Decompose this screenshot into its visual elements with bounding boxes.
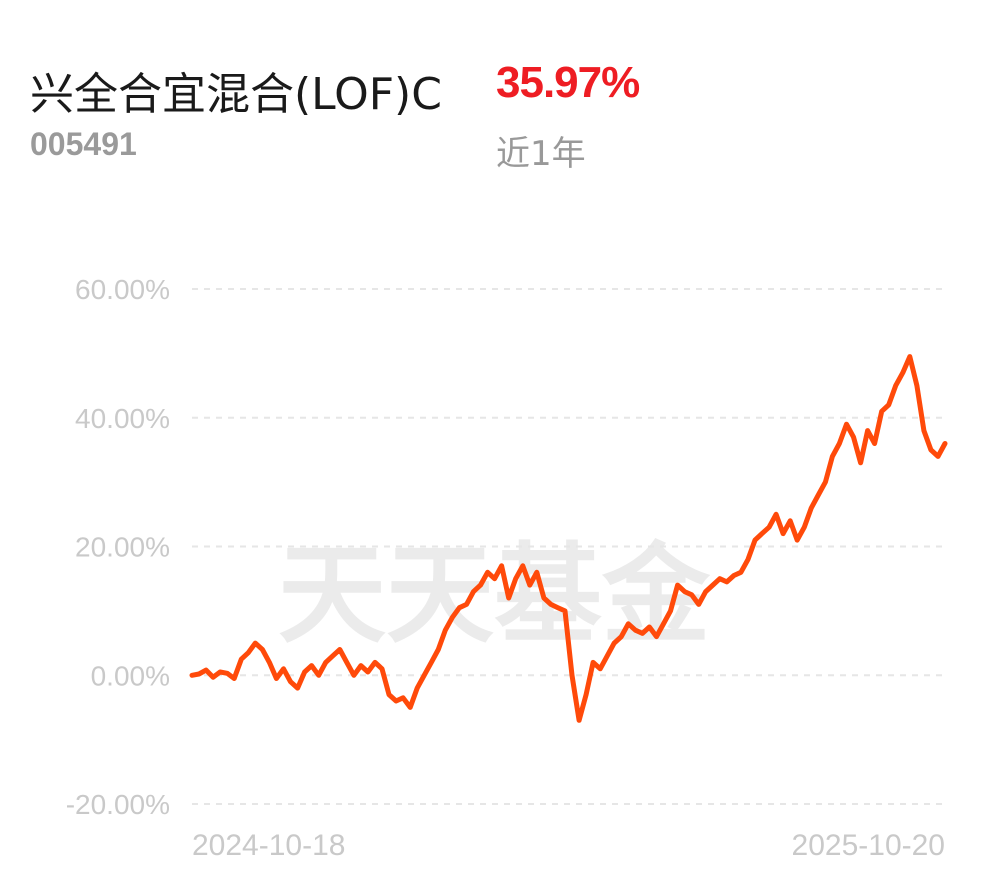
x-axis: 2024-10-18 2025-10-20 (192, 829, 945, 862)
fund-code: 005491 (30, 126, 137, 162)
fund-return-value: 35.97% (496, 58, 640, 107)
chart-grid (192, 288, 942, 805)
x-tick-end: 2025-10-20 (792, 829, 945, 862)
x-tick-start: 2024-10-18 (192, 829, 345, 862)
y-tick-label: 40.00% (75, 403, 170, 434)
y-tick-label: -20.00% (66, 789, 170, 820)
y-axis: 60.00% 40.00% 20.00% 0.00% -20.00% (66, 274, 170, 820)
watermark: 天天基金 (278, 532, 711, 658)
y-tick-label: 20.00% (75, 532, 170, 563)
chart-series (189, 354, 948, 723)
y-tick-label: 60.00% (75, 274, 170, 305)
fund-name: 兴全合宜混合(LOF)C (30, 69, 442, 120)
series-line (189, 354, 948, 723)
period-label[interactable]: 近1年 (496, 134, 586, 174)
y-tick-label: 0.00% (91, 660, 170, 691)
